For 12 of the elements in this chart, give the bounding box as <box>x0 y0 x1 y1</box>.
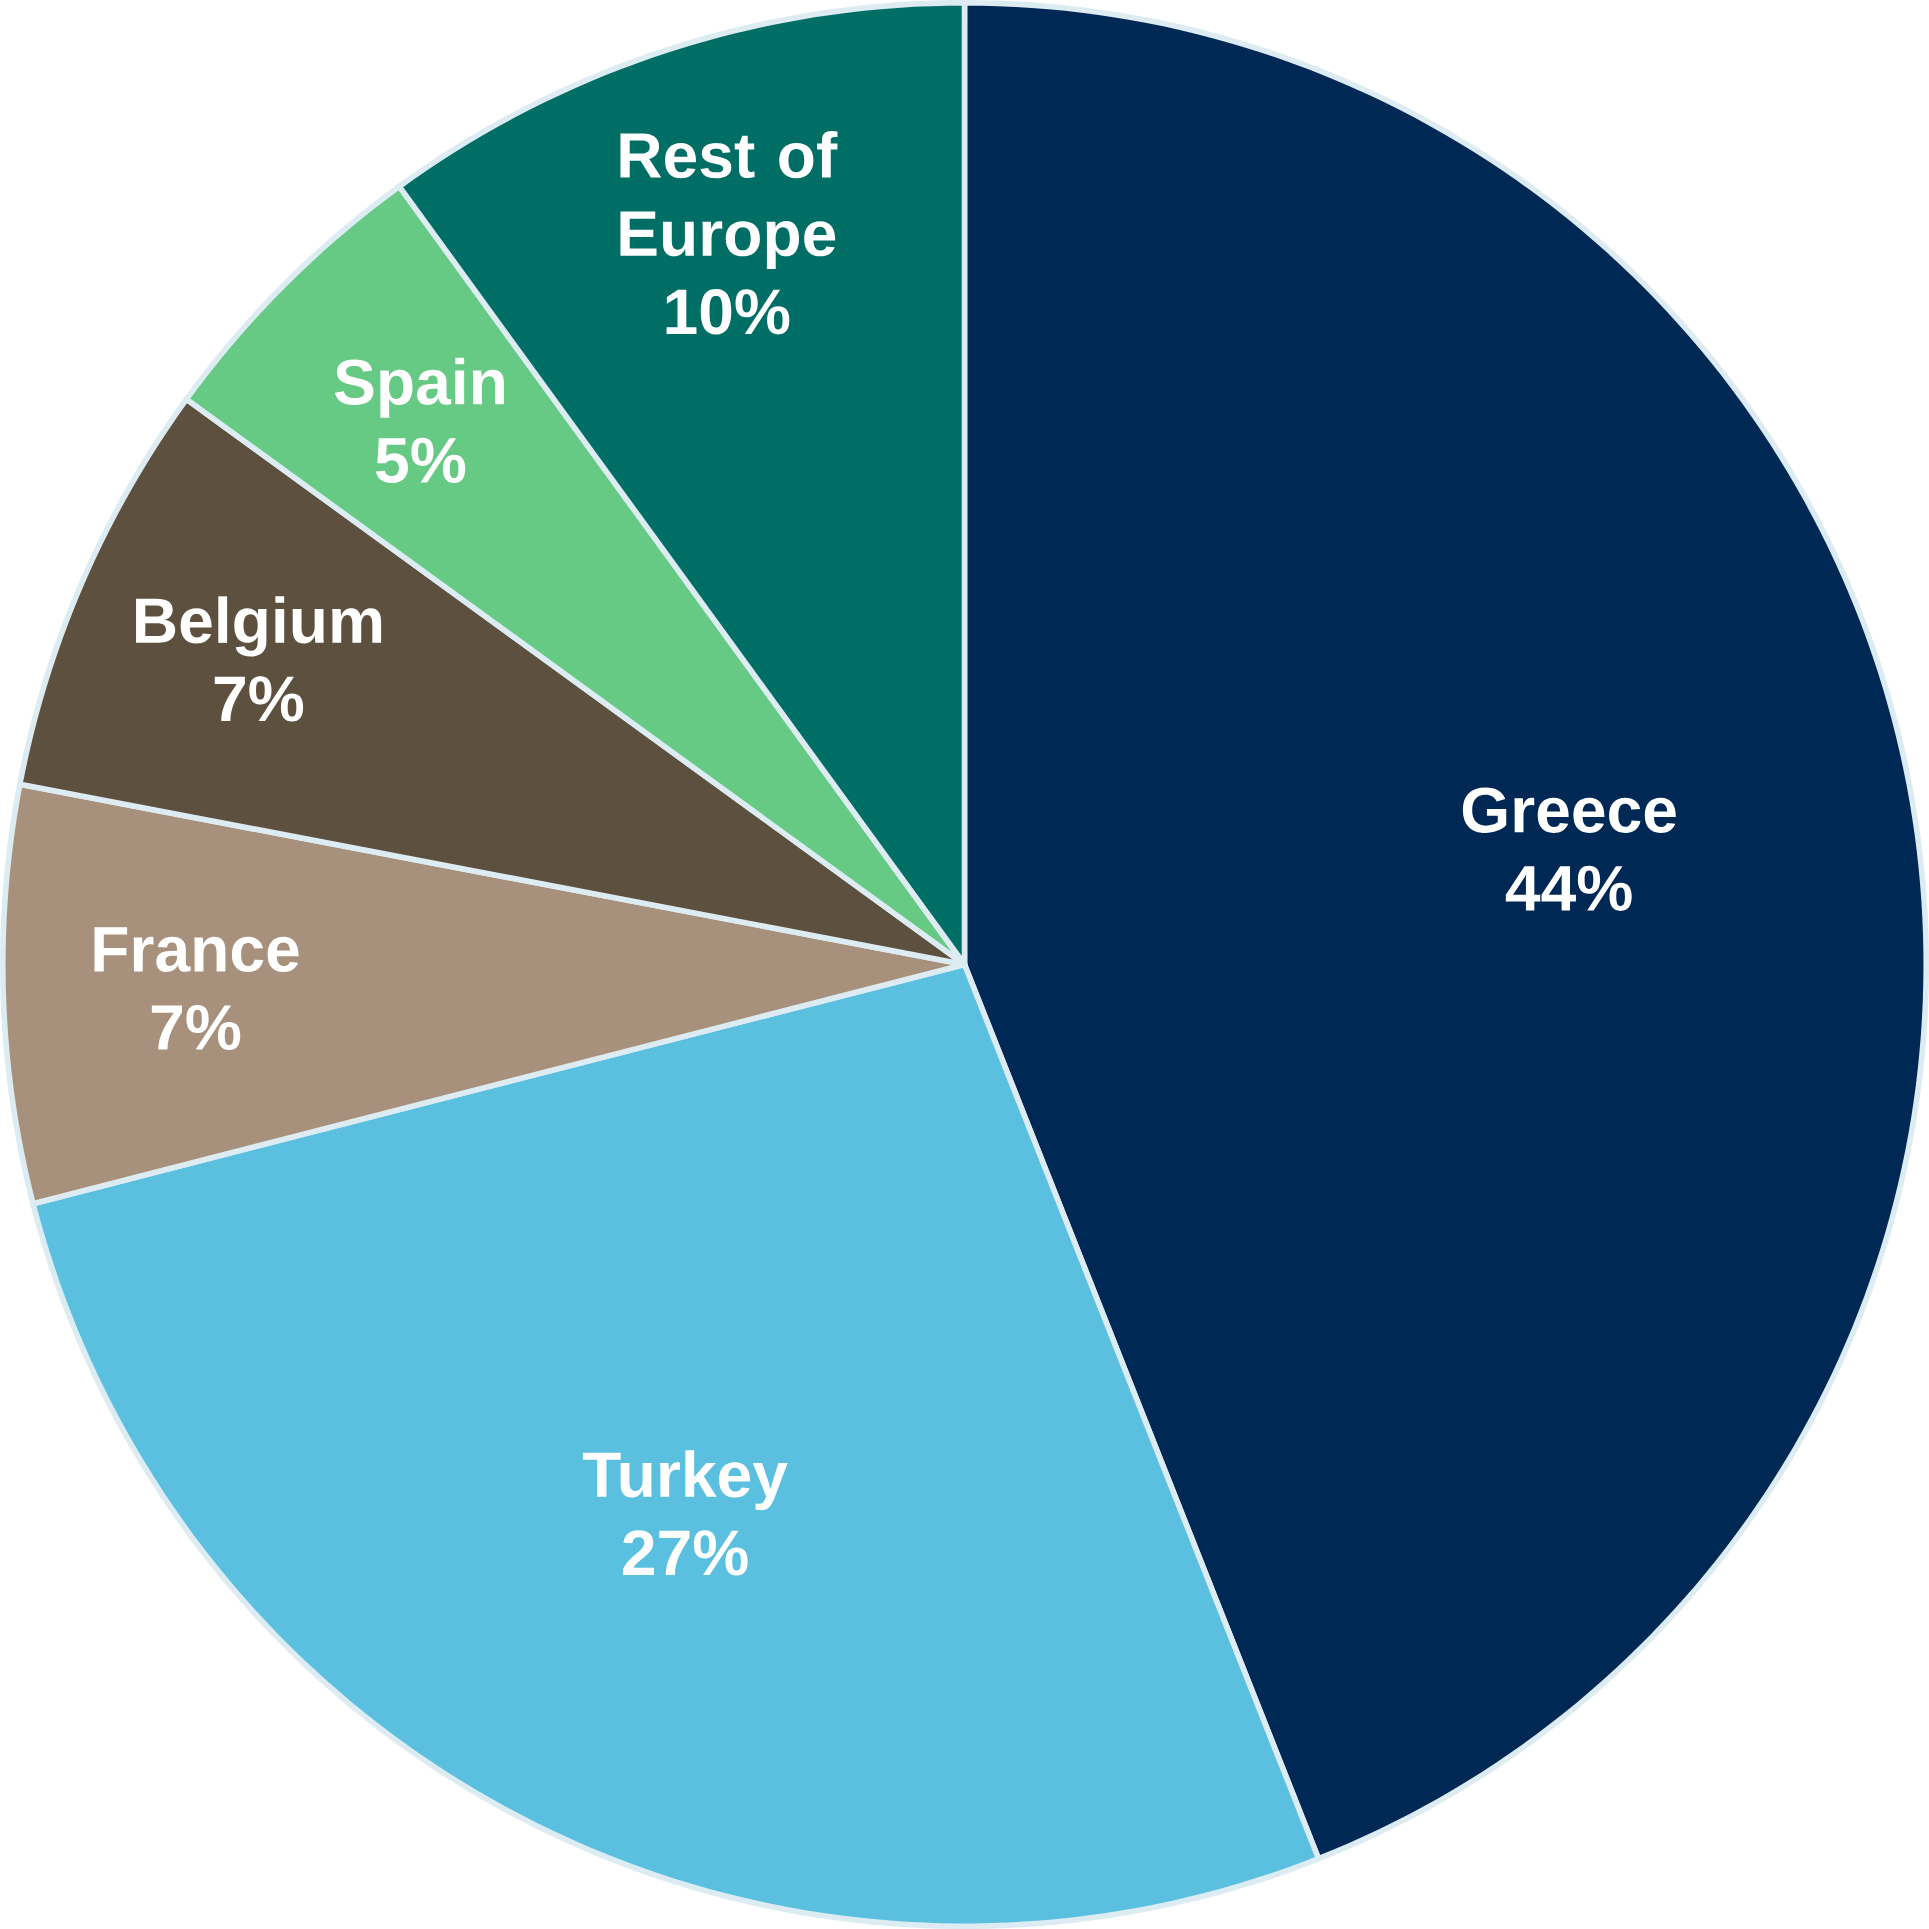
data-label: 10% <box>666 289 790 335</box>
slice-label: Rest of Europe <box>620 131 838 270</box>
data-label: 44% <box>1505 865 1632 911</box>
slice-label: Turkey <box>582 1450 788 1511</box>
slice-label: France <box>94 927 299 973</box>
slice-label: Spain <box>334 357 504 418</box>
data-label: 7% <box>151 1004 241 1051</box>
slice-label: Belgium <box>136 596 382 657</box>
data-label: 5% <box>376 437 466 484</box>
data-label: 7% <box>214 676 304 722</box>
data-label: 27% <box>623 1530 748 1576</box>
slice-label: Greece <box>1462 787 1676 833</box>
